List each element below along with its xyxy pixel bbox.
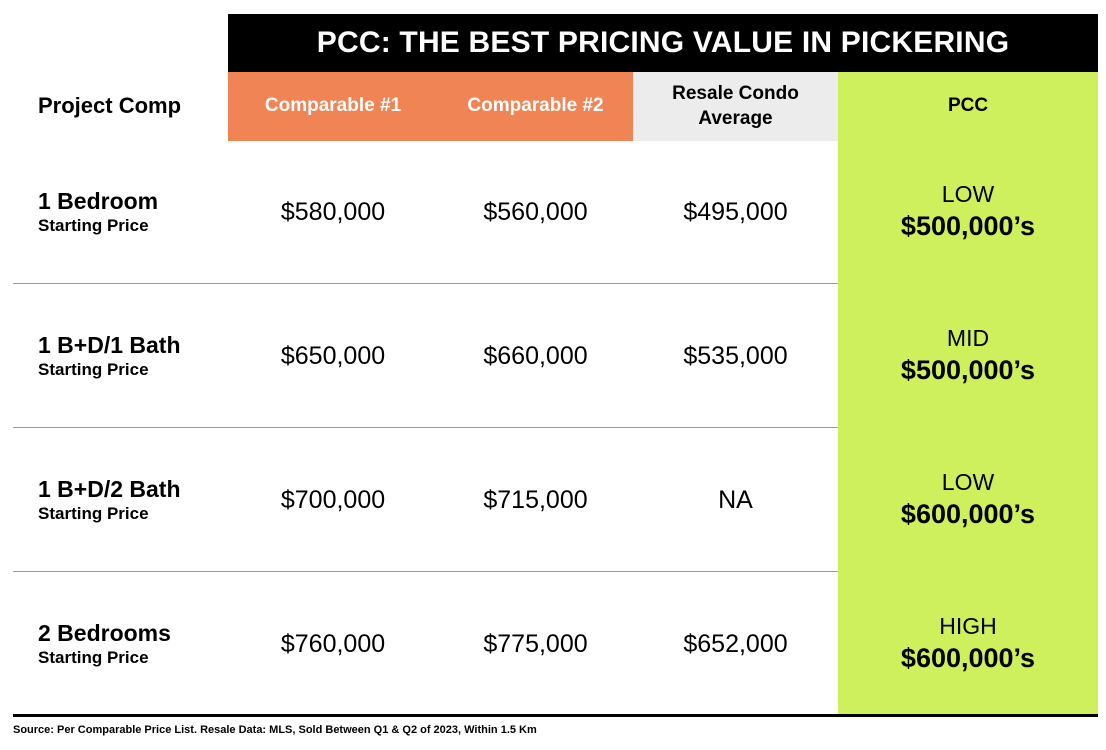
row-label: 1 Bedroom Starting Price <box>38 141 158 284</box>
comparable-1-price: $650,000 <box>280 342 386 370</box>
comparable-2-price: $560,000 <box>483 198 588 226</box>
row-divider <box>13 571 838 572</box>
comparable-2-price: $715,000 <box>483 486 588 514</box>
pcc-price: $600,000’s <box>900 642 1036 673</box>
resale-average-price: NA <box>718 486 753 514</box>
pcc-price-cell: LOW $500,000’s <box>838 141 1098 284</box>
pcc-level: HIGH <box>939 613 997 640</box>
pcc-price-cell: LOW $600,000’s <box>838 429 1098 572</box>
table-row: 2 Bedrooms Starting Price $760,000 $775,… <box>13 573 1098 716</box>
table-row: 1 B+D/2 Bath Starting Price $700,000 $71… <box>13 429 1098 572</box>
comparable-2-price: $660,000 <box>483 342 588 370</box>
comparable-1-price: $760,000 <box>280 630 386 658</box>
comparable-1-price: $700,000 <box>280 486 386 514</box>
table-row: 1 B+D/1 Bath Starting Price $650,000 $66… <box>13 285 1098 428</box>
comparable-2-price: $775,000 <box>483 630 588 658</box>
column-header-comparable-2: Comparable #2 <box>467 95 604 117</box>
column-header-project-comp: Project Comp <box>38 93 182 119</box>
column-header-resale-average: Resale Condo Average <box>633 72 838 141</box>
table-bottom-rule <box>13 714 1098 717</box>
unit-type: 1 Bedroom <box>38 187 159 214</box>
table-title: PCC: THE BEST PRICING VALUE IN PICKERING <box>228 14 1098 72</box>
pcc-level: MID <box>946 325 990 352</box>
unit-type: 2 Bedrooms <box>38 619 171 646</box>
pcc-price-cell: HIGH $600,000’s <box>838 573 1098 716</box>
pcc-level: LOW <box>941 181 995 208</box>
row-label: 2 Bedrooms Starting Price <box>38 573 171 716</box>
row-divider <box>13 427 838 428</box>
pcc-price: $600,000’s <box>900 498 1036 529</box>
unit-sublabel: Starting Price <box>38 360 149 380</box>
resale-header-label: Resale Condo Average <box>672 82 799 129</box>
column-header-comparable-1: Comparable #1 <box>264 95 402 117</box>
row-label: 1 B+D/1 Bath Starting Price <box>38 285 181 428</box>
unit-sublabel: Starting Price <box>38 216 149 236</box>
pcc-level: LOW <box>941 469 995 496</box>
pcc-price: $500,000’s <box>900 354 1036 385</box>
pcc-column-highlight <box>838 141 1098 715</box>
unit-type: 1 B+D/2 Bath <box>38 475 181 502</box>
comparables-header-background <box>228 72 633 141</box>
resale-average-price: $652,000 <box>683 630 788 658</box>
resale-average-price: $495,000 <box>683 198 788 226</box>
table-row: 1 Bedroom Starting Price $580,000 $560,0… <box>13 141 1098 284</box>
row-label: 1 B+D/2 Bath Starting Price <box>38 429 181 572</box>
pcc-price-cell: MID $500,000’s <box>838 285 1098 428</box>
row-divider <box>13 283 838 284</box>
resale-average-price: $535,000 <box>683 342 788 370</box>
pcc-price: $500,000’s <box>900 210 1036 241</box>
column-header-pcc: PCC <box>838 72 1098 141</box>
comparable-1-price: $580,000 <box>280 198 386 226</box>
header-row: Project Comp Comparable #1 Comparable #2… <box>13 72 1098 141</box>
unit-type: 1 B+D/1 Bath <box>38 331 181 358</box>
source-note: Source: Per Comparable Price List. Resal… <box>13 724 537 736</box>
unit-sublabel: Starting Price <box>38 504 149 524</box>
unit-sublabel: Starting Price <box>38 648 149 668</box>
